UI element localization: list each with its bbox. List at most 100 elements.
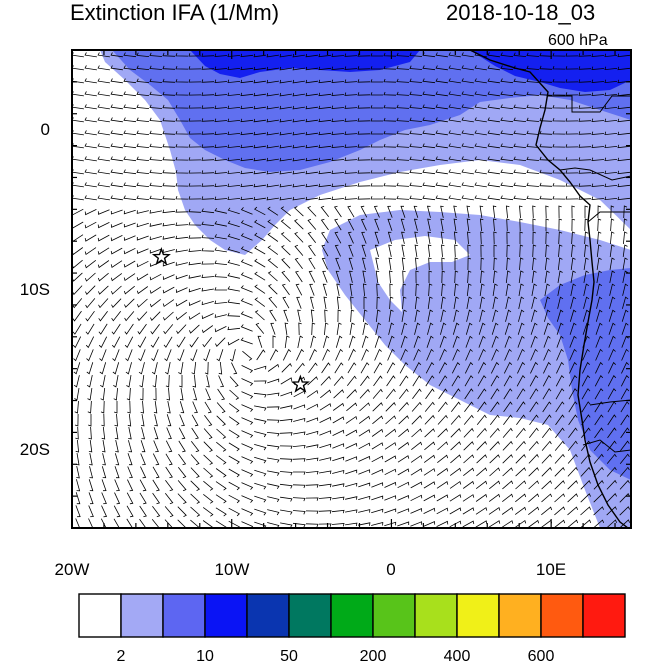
- wind-barb: [267, 206, 279, 216]
- wind-barb: [97, 130, 110, 136]
- wind-barb: [113, 401, 118, 414]
- wind-barb: [487, 52, 500, 58]
- wind-barb: [552, 52, 566, 57]
- wind-barb: [254, 456, 267, 464]
- wind-barb: [474, 104, 487, 110]
- wind-barb: [162, 195, 176, 200]
- wind-barb: [387, 218, 393, 231]
- colorbar-swatch: [330, 593, 374, 638]
- wind-barb: [463, 454, 475, 464]
- wind-barb: [489, 414, 500, 425]
- wind-barb: [136, 91, 150, 96]
- wind-barb: [467, 257, 472, 271]
- wind-barb: [488, 520, 501, 528]
- wind-barb: [192, 374, 197, 388]
- wind-barb: [336, 296, 341, 310]
- wind-barb: [409, 65, 423, 70]
- wind-barb: [241, 417, 254, 425]
- wind-barb: [332, 429, 345, 436]
- wind-barb: [179, 388, 184, 401]
- wind-barb: [216, 441, 227, 452]
- wind-barb: [345, 509, 358, 513]
- wind-barb: [435, 65, 448, 71]
- wind-barb: [437, 441, 448, 451]
- wind-barb: [123, 65, 137, 71]
- wind-barb: [428, 270, 433, 283]
- wind-barb: [253, 392, 267, 398]
- wind-barb: [344, 183, 358, 187]
- wind-barb: [578, 105, 592, 109]
- wind-barb: [475, 507, 488, 515]
- wind-barb: [385, 415, 396, 425]
- wind-barb: [400, 335, 408, 348]
- wind-barb: [487, 156, 500, 162]
- wind-barb: [474, 143, 487, 149]
- wind-barb: [513, 52, 527, 57]
- wind-barb: [609, 283, 616, 296]
- colorbar-label-10: 10: [196, 648, 214, 665]
- wind-barb: [580, 480, 591, 490]
- wind-barb: [569, 335, 577, 348]
- wind-barb: [254, 508, 267, 516]
- wind-barb: [88, 518, 94, 528]
- wind-barb: [214, 66, 228, 70]
- wind-barb: [578, 170, 592, 174]
- wind-barb: [532, 218, 536, 232]
- wind-barb: [541, 506, 553, 516]
- wind-barb: [477, 401, 487, 413]
- wind-barb: [568, 401, 578, 413]
- wind-barb: [267, 363, 280, 372]
- wind-barb: [227, 207, 240, 215]
- wind-barb: [266, 92, 279, 97]
- wind-barb: [402, 270, 406, 284]
- wind-barb: [162, 52, 176, 57]
- wind-barb: [396, 117, 410, 122]
- wind-barb: [426, 205, 431, 218]
- wind-barb: [474, 91, 487, 97]
- wind-barb: [387, 348, 395, 361]
- wind-barb: [569, 309, 577, 322]
- wind-barb: [84, 259, 97, 269]
- wind-barb: [240, 220, 253, 228]
- wind-barb: [502, 440, 513, 451]
- wind-barb: [516, 414, 526, 426]
- wind-barb: [162, 117, 176, 122]
- wind-barb: [228, 494, 240, 504]
- wind-barb: [266, 157, 279, 162]
- wind-barb: [203, 349, 211, 362]
- wind-barb: [435, 143, 448, 149]
- wind-barb: [214, 105, 228, 109]
- wind-barb: [292, 79, 305, 84]
- wind-barb: [110, 91, 123, 97]
- wind-barb: [84, 247, 97, 256]
- wind-barb: [100, 400, 105, 414]
- wind-barb: [555, 375, 565, 387]
- wind-barb: [491, 348, 499, 361]
- wind-barb: [333, 389, 344, 399]
- wind-barb: [335, 348, 343, 361]
- wind-barb: [162, 261, 175, 267]
- wind-barb: [110, 273, 123, 282]
- wind-barb: [623, 231, 628, 245]
- wind-barb: [321, 244, 329, 257]
- wind-barb: [487, 169, 500, 175]
- wind-barb: [188, 92, 202, 96]
- wind-barb: [266, 170, 279, 175]
- wind-barb: [565, 183, 579, 187]
- wind-barb: [331, 66, 345, 70]
- wind-barb: [153, 440, 159, 453]
- wind-barb: [162, 65, 176, 70]
- wind-barb: [111, 336, 121, 348]
- wind-barb: [401, 257, 406, 271]
- wind-barb: [413, 205, 419, 218]
- wind-barb: [610, 231, 615, 245]
- wind-barb: [423, 521, 436, 527]
- wind-barb: [110, 52, 123, 58]
- wind-barb: [310, 335, 317, 348]
- wind-barb: [281, 283, 290, 296]
- wind-barb: [462, 507, 475, 515]
- wind-barb: [201, 221, 215, 226]
- wind-barb: [227, 246, 240, 253]
- wind-barb: [318, 118, 332, 123]
